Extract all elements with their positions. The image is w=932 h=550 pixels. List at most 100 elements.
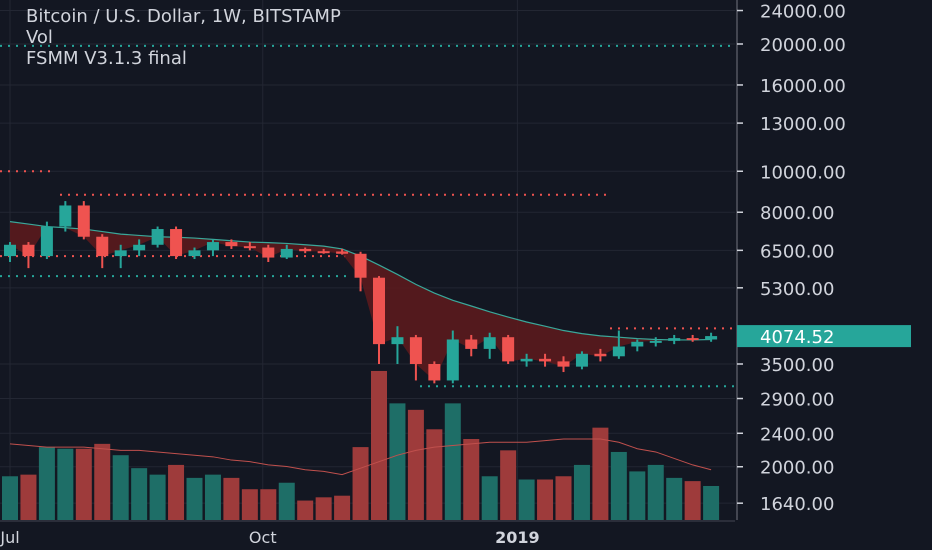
candle xyxy=(594,348,607,362)
candle-body xyxy=(188,250,201,257)
candle xyxy=(206,239,219,257)
candle-body xyxy=(280,248,293,258)
candle-body xyxy=(243,246,256,249)
candle xyxy=(77,201,90,240)
candle-body xyxy=(22,244,35,257)
vol-label[interactable]: Vol xyxy=(26,27,53,48)
volume-bar xyxy=(186,477,203,520)
volume-bar xyxy=(241,489,258,520)
volume-bar xyxy=(444,403,461,520)
candle-body xyxy=(483,337,496,349)
candle-body xyxy=(354,253,367,278)
candle xyxy=(280,244,293,260)
candle xyxy=(409,334,422,381)
volume-bar xyxy=(57,448,74,520)
volume-bar xyxy=(352,447,369,520)
volume-bar xyxy=(334,495,351,520)
candle xyxy=(243,242,256,251)
volume-bar xyxy=(389,403,406,520)
candle-body xyxy=(151,229,164,245)
price-axis[interactable]: 24000.00 20000.00 16000.00 13000.00 10000.00… xyxy=(736,0,911,520)
price-tick-label: 5300.00 xyxy=(760,279,834,300)
volume-bar xyxy=(481,476,498,520)
candle xyxy=(262,244,275,263)
candle xyxy=(133,239,146,257)
volume-bar xyxy=(2,476,18,520)
candle xyxy=(446,330,459,384)
volume-bar xyxy=(149,474,166,520)
time-tick-label: Jul xyxy=(0,528,20,547)
volume-bar xyxy=(592,427,609,520)
symbol-title[interactable]: Bitcoin / U.S. Dollar, 1W, BITSTAMP xyxy=(26,6,341,27)
candle xyxy=(170,226,183,260)
volume-bar xyxy=(610,451,627,520)
candle xyxy=(539,353,552,367)
candle xyxy=(557,356,570,373)
candle-body xyxy=(317,251,330,254)
volume-bar xyxy=(94,443,111,520)
candle xyxy=(59,201,72,232)
volume-bar xyxy=(297,500,314,520)
time-tick-label: Oct xyxy=(249,528,277,547)
candle-body xyxy=(4,244,16,257)
volume-bar xyxy=(204,474,221,520)
volume-bar xyxy=(518,479,535,520)
candle-body xyxy=(409,337,422,364)
candle xyxy=(114,244,127,269)
price-tick-label: 16000.00 xyxy=(760,76,846,97)
volume-bar xyxy=(112,455,129,520)
volume-bar xyxy=(647,464,664,520)
candle-body xyxy=(594,353,607,357)
candle-body xyxy=(170,229,183,257)
last-price-badge xyxy=(737,325,911,348)
chart-legend: Bitcoin / U.S. Dollar, 1W, BITSTAMP Vol … xyxy=(26,6,341,69)
candle xyxy=(317,248,330,254)
volume-bar xyxy=(407,409,424,520)
price-tick-label: 2900.00 xyxy=(760,390,834,411)
price-tick-label: 20000.00 xyxy=(760,35,846,56)
volume-bar xyxy=(131,468,148,520)
time-axis[interactable]: Jul Oct 2019 xyxy=(0,520,735,547)
price-tick-label: 2000.00 xyxy=(760,458,834,479)
price-tick-label: 10000.00 xyxy=(760,162,846,183)
volume-bar xyxy=(315,497,332,520)
volume-bar xyxy=(666,477,683,520)
candle-body xyxy=(575,353,588,367)
volume-bar xyxy=(573,464,590,520)
candle-body xyxy=(502,337,515,362)
candle-body xyxy=(612,346,625,357)
candle-body xyxy=(520,358,533,362)
candle xyxy=(649,337,662,347)
candle-body xyxy=(262,247,275,258)
volume-bar xyxy=(260,489,277,520)
candle xyxy=(336,248,349,255)
grid xyxy=(0,0,735,520)
volume-bar xyxy=(20,474,37,520)
volume-bar xyxy=(500,450,517,520)
candle xyxy=(299,247,312,254)
candles xyxy=(4,201,718,384)
price-tick-label: 6500.00 xyxy=(760,241,834,262)
candle xyxy=(705,332,718,342)
volume-bar xyxy=(278,482,295,520)
candle-body xyxy=(77,205,90,237)
candle-body xyxy=(557,361,570,367)
price-tick-label: 1640.00 xyxy=(760,494,834,515)
indicator-label[interactable]: FSMM V3.1.3 final xyxy=(26,48,187,69)
volume-bar xyxy=(223,477,240,520)
candle xyxy=(40,221,53,260)
candle-body xyxy=(465,339,478,349)
candle xyxy=(465,334,478,357)
candle xyxy=(188,247,201,260)
candle-body xyxy=(225,242,238,247)
candle xyxy=(502,334,515,364)
volume-bar xyxy=(371,370,387,520)
candle-body xyxy=(631,341,644,347)
price-tick-label: 24000.00 xyxy=(760,2,846,23)
volume-bar xyxy=(38,447,55,520)
candle-body xyxy=(686,338,699,341)
candle xyxy=(4,242,16,263)
candle-body xyxy=(668,338,681,341)
candle xyxy=(686,334,699,342)
